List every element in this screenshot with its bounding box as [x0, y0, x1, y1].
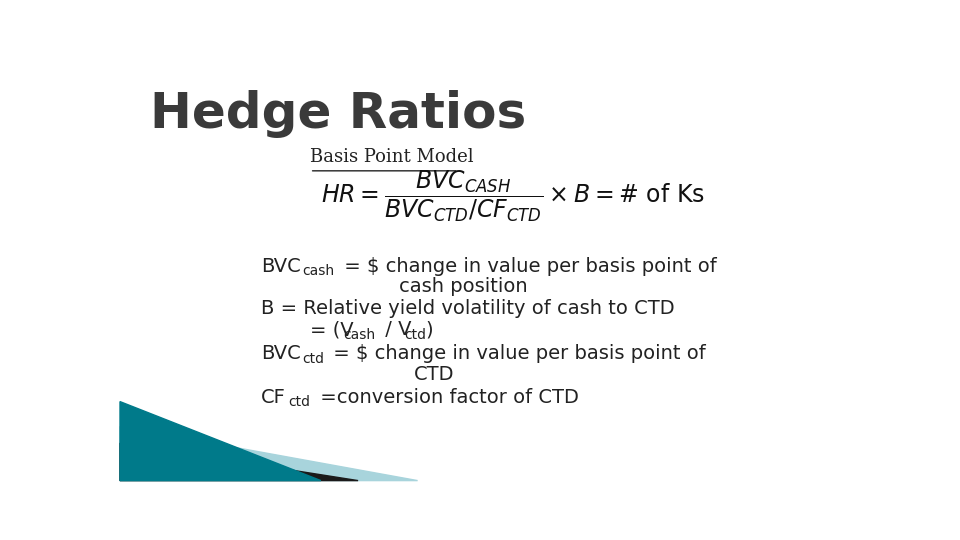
- Text: BVC: BVC: [261, 345, 301, 363]
- Text: = $ change in value per basis point of: = $ change in value per basis point of: [326, 345, 706, 363]
- Text: = $ change in value per basis point of: = $ change in value per basis point of: [338, 257, 717, 276]
- Text: cash: cash: [302, 265, 334, 279]
- Text: Hedge Ratios: Hedge Ratios: [150, 90, 526, 138]
- Text: B = Relative yield volatility of cash to CTD: B = Relative yield volatility of cash to…: [261, 299, 675, 318]
- Text: ctd: ctd: [404, 328, 426, 342]
- Text: Basis Point Model: Basis Point Model: [310, 148, 473, 166]
- Text: cash: cash: [344, 328, 375, 342]
- Text: =conversion factor of CTD: =conversion factor of CTD: [314, 388, 579, 407]
- Text: ctd: ctd: [288, 395, 310, 409]
- Text: CF: CF: [261, 388, 286, 407]
- Text: / V: / V: [379, 320, 412, 339]
- Text: = (V: = (V: [310, 320, 353, 339]
- Text: cash position: cash position: [399, 277, 528, 296]
- Polygon shape: [120, 427, 418, 481]
- Polygon shape: [120, 443, 358, 481]
- Polygon shape: [120, 402, 321, 481]
- Text: $\mathit{HR} = \dfrac{\mathit{BVC}_{\mathit{CASH}}}{\mathit{BVC}_{\mathit{CTD}}/: $\mathit{HR} = \dfrac{\mathit{BVC}_{\mat…: [321, 168, 705, 224]
- Text: ctd: ctd: [302, 352, 324, 366]
- Text: BVC: BVC: [261, 257, 301, 276]
- Text: CTD: CTD: [414, 365, 454, 384]
- Text: ): ): [425, 320, 433, 339]
